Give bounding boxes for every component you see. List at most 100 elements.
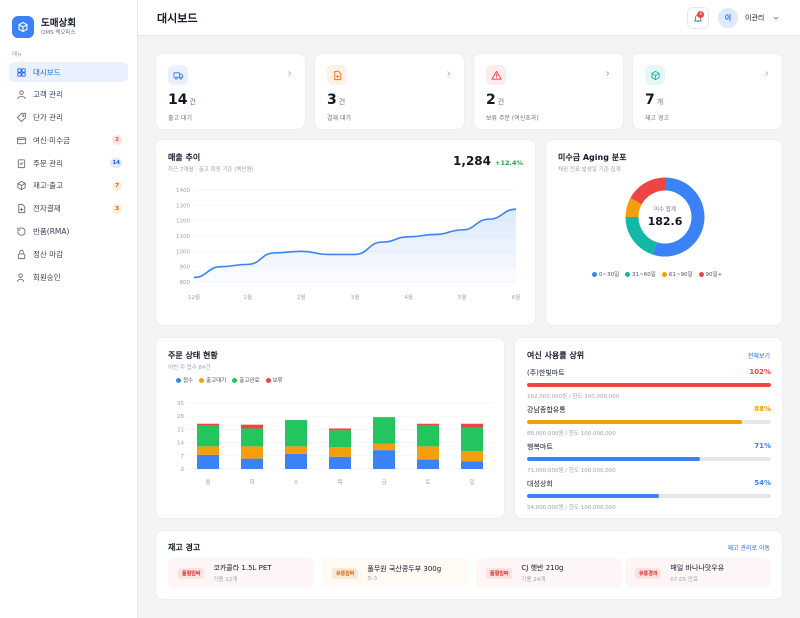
stock-warning-item[interactable]: 품절임박 CJ 햇반 210g 가용 24개 (476, 558, 622, 588)
legend-label: 접수 (183, 378, 194, 384)
legend-item: 0~30일 (592, 270, 619, 278)
credit-detail: 88,000,000원 / 한도 100,000,000 (527, 431, 616, 437)
bar-segment[interactable] (461, 451, 483, 462)
kpi-card-2[interactable]: 2 건 보류 주문 (여신초과) (473, 53, 624, 130)
donut-slice[interactable] (625, 197, 642, 218)
aging-legend: 0~30일 31~60일 61~90일 90일+ (592, 270, 728, 278)
credit-row[interactable]: 강남종합유통 88% 88,000,000원 / 한도 100,000,000 (527, 405, 771, 437)
stock-manage-link[interactable]: 재고 관리로 이동 (727, 545, 770, 552)
header: 대시보드 4 이 이관리 (138, 0, 800, 36)
bar-segment[interactable] (241, 446, 263, 459)
bar-segment[interactable] (373, 450, 395, 469)
bar-segment[interactable] (197, 423, 219, 426)
credit-progress-fill (527, 457, 701, 461)
bar-segment[interactable] (329, 447, 351, 457)
stock-warning-item[interactable]: 유통임박 풀무원 국산콩두부 300g D-3 (322, 558, 468, 588)
bar-segment[interactable] (197, 446, 219, 455)
bar-segment[interactable] (329, 428, 351, 431)
bar-segment[interactable] (241, 428, 263, 447)
bar-segment[interactable] (197, 454, 219, 469)
x-tick-label: 12월 (188, 293, 200, 301)
y-tick-label: 14 (177, 441, 184, 447)
x-tick-label: 금 (381, 479, 386, 486)
sidebar-item-3[interactable]: 여신·미수금 2 (9, 130, 128, 150)
y-tick-label: 35 (177, 401, 184, 407)
x-tick-label: 4월 (404, 293, 413, 301)
bar-segment[interactable] (417, 446, 439, 460)
sidebar-item-0[interactable]: 대시보드 (9, 62, 128, 82)
legend-item: 61~90일 (661, 270, 693, 278)
credit-progress-bar (527, 457, 771, 461)
sidebar-item-9[interactable]: 회원승인 (9, 267, 128, 287)
box-icon (16, 181, 26, 191)
warning-icon (490, 70, 502, 80)
chevron-down-icon (774, 16, 779, 20)
bar-segment[interactable] (417, 459, 439, 469)
brand[interactable]: 도매상회 OMS 백오피스 (0, 0, 137, 40)
order-status-card: 주문 상태 현황 이번 주 접수 84건 접수 출고대기 출고완료 보류 0 7 14 21… (155, 337, 505, 519)
y-tick-label: 1000 (176, 249, 190, 255)
bar-segment[interactable] (285, 453, 307, 469)
kpi-card-1[interactable]: 3 건 결재 대기 (314, 53, 465, 130)
legend-label: 0~30일 (599, 272, 620, 278)
x-tick-label: 1월 (243, 293, 252, 301)
stock-tag: 유통경과 (635, 567, 662, 579)
y-tick-label: 7 (181, 454, 185, 460)
chevron-right-icon (288, 71, 292, 76)
y-tick-label: 900 (180, 265, 191, 271)
bar-segment[interactable] (241, 458, 263, 469)
donut-slice[interactable] (652, 177, 705, 257)
stock-detail: D-3 (367, 576, 378, 582)
sales-change: +12.4% (495, 159, 523, 167)
stock-warning-card: 재고 경고 재고 관리로 이동 품절임박 코카콜라 1.5L PET 가용 12개 유… (155, 530, 783, 600)
bar-segment[interactable] (285, 446, 307, 454)
legend-label: 90일+ (705, 272, 723, 278)
bar-segment[interactable] (417, 423, 439, 426)
chevron-right-icon (447, 71, 451, 76)
sidebar-item-7[interactable]: 반품(RMA) (9, 222, 128, 242)
legend-item: 출고완료 (232, 376, 260, 384)
kpi-value: 7 (645, 92, 655, 108)
x-tick-label: 5월 (458, 293, 467, 301)
sales-total: 1,284 (453, 154, 491, 168)
kpi-card-0[interactable]: 14 건 출고 대기 (155, 53, 306, 130)
sales-title: 매출 추이 (168, 153, 201, 162)
credit-row[interactable]: 행복마트 71% 71,000,000원 / 한도 100,000,000 (527, 442, 771, 474)
sidebar-item-6[interactable]: 전자결재 3 (9, 199, 128, 219)
view-all-link[interactable]: 전체보기 (747, 353, 770, 360)
y-tick-label: 0 (181, 467, 185, 473)
credit-row[interactable]: 대성상회 54% 54,000,000원 / 한도 100,000,000 (527, 479, 771, 511)
bar-segment[interactable] (461, 461, 483, 469)
sidebar-item-8[interactable]: 정산 마감 (9, 244, 128, 264)
credit-row[interactable]: (주)한빛마트 102% 102,000,000원 / 한도 100,000,000 (527, 368, 771, 400)
bar-segment[interactable] (197, 425, 219, 447)
sidebar-item-5[interactable]: 재고·출고 7 (9, 176, 128, 196)
notification-button[interactable]: 4 (687, 7, 709, 29)
customer-name: 행복마트 (527, 443, 553, 451)
bar-segment[interactable] (329, 456, 351, 469)
user-menu[interactable]: 이 이관리 (718, 7, 780, 29)
sidebar-item-4[interactable]: 주문 관리 14 (9, 153, 128, 173)
bar-segment[interactable] (417, 425, 439, 447)
kpi-card-3[interactable]: 7 개 재고 경고 (632, 53, 783, 130)
bar-segment[interactable] (461, 423, 483, 428)
bar-segment[interactable] (373, 443, 395, 451)
legend-item: 보류 (265, 376, 283, 384)
aging-donut-chart: 미수 합계 182.6 (625, 177, 705, 257)
legend-label: 61~90일 (668, 272, 693, 278)
bar-segment[interactable] (241, 424, 263, 429)
stock-warning-item[interactable]: 유통경과 매일 바나나맛우유 07.05 만료 (625, 558, 771, 588)
legend-item: 90일+ (698, 270, 723, 278)
product-name: CJ 햇반 210g (521, 564, 564, 572)
kpi-unit: 건 (497, 98, 505, 106)
sidebar-item-2[interactable]: 단가 관리 (9, 108, 128, 128)
donut-slice[interactable] (630, 177, 666, 205)
donut-slice[interactable] (625, 216, 658, 255)
bar-segment[interactable] (329, 430, 351, 448)
bar-segment[interactable] (373, 417, 395, 444)
user-name: 이관리 (745, 14, 765, 22)
bar-segment[interactable] (461, 427, 483, 452)
bar-segment[interactable] (285, 419, 307, 447)
stock-warning-item[interactable]: 품절임박 코카콜라 1.5L PET 가용 12개 (168, 558, 314, 588)
sidebar-item-1[interactable]: 고객 관리 (9, 85, 128, 105)
